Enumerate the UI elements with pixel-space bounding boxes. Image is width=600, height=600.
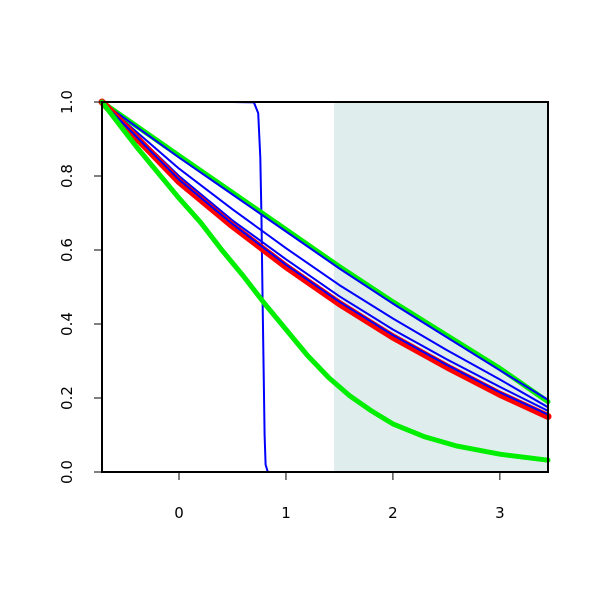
series-line-3	[101, 101, 549, 401]
y-tick-label: 0.4	[58, 312, 76, 336]
series-line-8	[99, 99, 551, 463]
y-tick-label: 0.8	[58, 164, 76, 188]
x-tick-label: 0	[174, 504, 184, 522]
y-tick-label: 0.0	[58, 460, 76, 484]
series-line-6	[98, 98, 552, 420]
y-tick-label: 0.2	[58, 386, 76, 410]
series-line-2	[99, 99, 551, 405]
series-layer	[98, 98, 552, 473]
x-tick-label: 1	[281, 504, 291, 522]
plot-frame	[101, 101, 549, 473]
series-line-7	[101, 101, 549, 416]
y-tick-label: 1.0	[58, 90, 76, 114]
x-tick-label: 3	[495, 504, 505, 522]
series-line-5	[101, 101, 549, 412]
x-tick-label: 2	[388, 504, 398, 522]
y-axis: 0.0 0.2 0.4 0.6 0.8 1.0	[58, 90, 102, 484]
y-tick-label: 0.6	[58, 238, 76, 262]
series-line-4	[101, 101, 549, 409]
x-axis: 0 1 2 3	[174, 472, 505, 522]
